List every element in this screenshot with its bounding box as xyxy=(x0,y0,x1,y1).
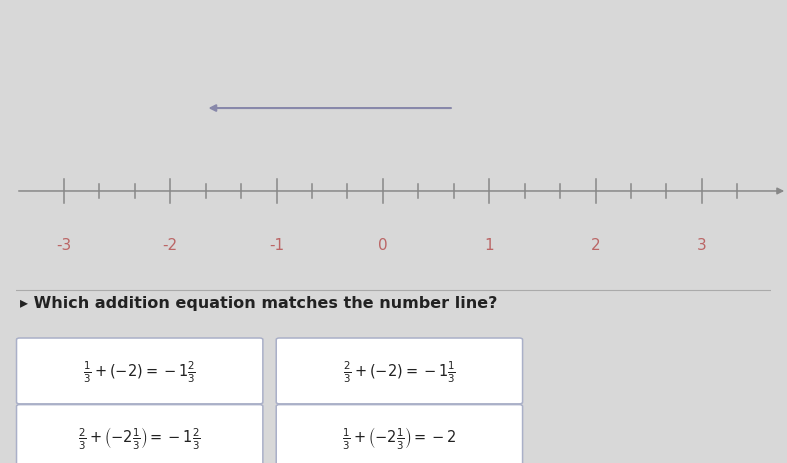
Text: 1: 1 xyxy=(485,238,494,252)
Text: $\frac{1}{3}+(-2)=-1\frac{2}{3}$: $\frac{1}{3}+(-2)=-1\frac{2}{3}$ xyxy=(83,358,196,384)
Text: ▸ Which addition equation matches the number line?: ▸ Which addition equation matches the nu… xyxy=(20,295,497,310)
FancyBboxPatch shape xyxy=(276,405,523,463)
FancyBboxPatch shape xyxy=(17,338,263,404)
Text: $\frac{2}{3}+(-2)=-1\frac{1}{3}$: $\frac{2}{3}+(-2)=-1\frac{1}{3}$ xyxy=(343,358,456,384)
Text: 2: 2 xyxy=(591,238,600,252)
Text: 0: 0 xyxy=(378,238,388,252)
Text: -2: -2 xyxy=(163,238,178,252)
Text: $\frac{1}{3}+\left(-2\frac{1}{3}\right)=-2$: $\frac{1}{3}+\left(-2\frac{1}{3}\right)=… xyxy=(342,425,456,450)
Text: -3: -3 xyxy=(56,238,72,252)
FancyBboxPatch shape xyxy=(17,405,263,463)
Text: -1: -1 xyxy=(269,238,284,252)
Text: $\frac{2}{3}+\left(-2\frac{1}{3}\right)=-1\frac{2}{3}$: $\frac{2}{3}+\left(-2\frac{1}{3}\right)=… xyxy=(78,425,201,450)
Text: 3: 3 xyxy=(697,238,707,252)
FancyBboxPatch shape xyxy=(276,338,523,404)
